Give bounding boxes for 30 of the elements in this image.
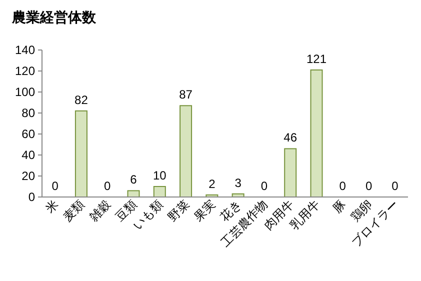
x-tick-label: 野菜	[165, 197, 192, 224]
data-label: 0	[104, 179, 112, 193]
y-tick-label: 80	[22, 106, 36, 120]
data-label: 10	[152, 168, 167, 182]
title: 農業経営体数	[12, 9, 96, 25]
y-tick-label: 140	[14, 43, 36, 57]
y-tick-label: 120	[14, 64, 36, 78]
x-tick-label: 豆類	[112, 197, 140, 224]
y-tick-label: 60	[22, 127, 36, 141]
data-label: 82	[74, 92, 88, 107]
data-label: 3	[234, 176, 242, 190]
x-tick-label: 米	[42, 197, 62, 216]
data-label: 2	[208, 176, 216, 191]
x-tick-label: 豚	[330, 197, 349, 216]
x-tick-label: 麦類	[60, 197, 88, 224]
y-tick-label: 0	[28, 190, 36, 204]
data-label: 0	[365, 179, 372, 193]
data-label: 87	[179, 88, 193, 102]
x-tick-label: 果実	[191, 197, 218, 224]
data-label: 0	[260, 179, 268, 193]
y-tick-label: 20	[22, 169, 36, 183]
data-label: 0	[339, 179, 346, 193]
data-label: 0	[392, 179, 399, 193]
data-label: 121	[306, 52, 327, 66]
data-label: 46	[284, 130, 298, 145]
y-tick-label: 40	[22, 148, 36, 162]
y-tick-label: 100	[14, 85, 36, 99]
x-tick-label: 雑穀	[86, 197, 114, 224]
data-label: 0	[52, 179, 59, 193]
data-label: 6	[130, 172, 138, 187]
